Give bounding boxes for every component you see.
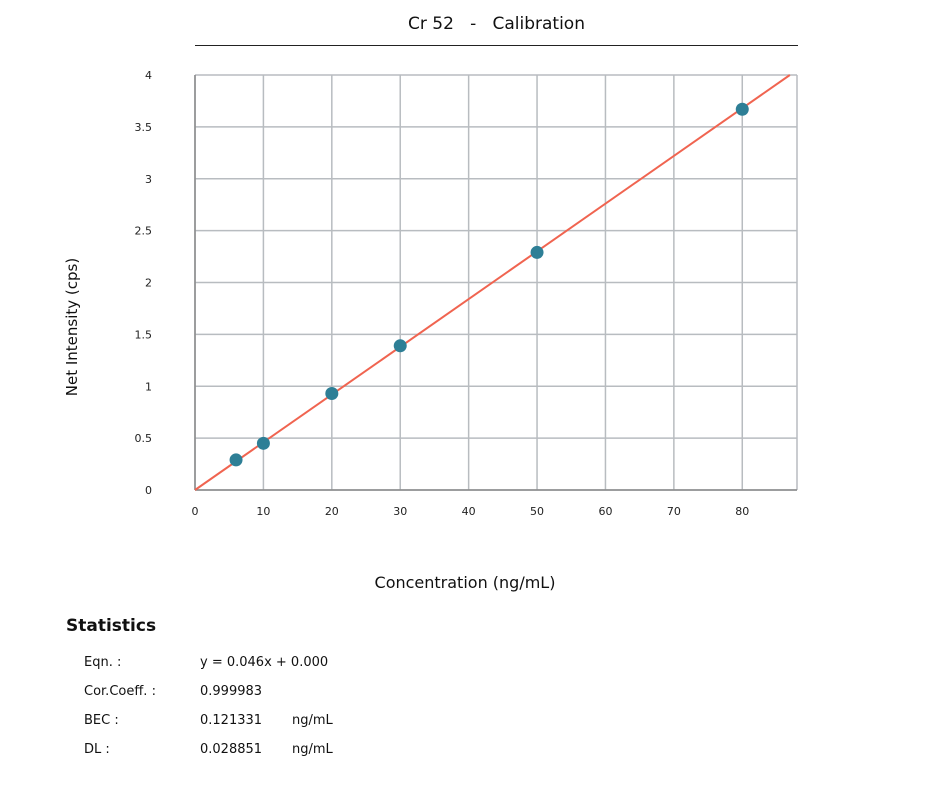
x-tick-label: 60 bbox=[598, 505, 612, 518]
x-tick-label: 10 bbox=[256, 505, 270, 518]
calibration-chart: 00.511.522.533.540 10 20 30 40 50 60 70 80 bbox=[135, 69, 798, 518]
y-tick-label: 2 bbox=[145, 277, 152, 290]
chart-title: Cr 52 - Calibration bbox=[408, 14, 585, 34]
y-tick-label: 1.5 bbox=[135, 328, 153, 341]
stat-value: 0.121331 bbox=[200, 713, 263, 728]
y-tick-label: 3.5 bbox=[135, 121, 153, 134]
stat-label: DL : bbox=[84, 742, 110, 757]
stat-unit: ng/mL bbox=[292, 713, 333, 728]
stat-unit: ng/mL bbox=[292, 742, 333, 757]
stat-value: y = 0.046x + 0.000 bbox=[200, 655, 329, 670]
stat-value: 0.028851 bbox=[200, 742, 263, 757]
y-tick-label: 1 bbox=[145, 380, 152, 393]
x-tick-label: 20 bbox=[325, 505, 339, 518]
data-point bbox=[229, 453, 243, 467]
x-tick-label: 50 bbox=[530, 505, 544, 518]
stat-value: 0.999983 bbox=[200, 684, 263, 699]
x-tick-label: 80 bbox=[735, 505, 749, 518]
y-tick-label: 2.5 bbox=[135, 225, 153, 238]
stat-label: Eqn. : bbox=[84, 655, 122, 670]
title-divider bbox=[195, 45, 798, 46]
y-tick-label: 4 bbox=[145, 69, 152, 82]
stat-label: Cor.Coeff. : bbox=[84, 684, 156, 699]
data-point bbox=[530, 245, 544, 259]
x-tick-label: 40 bbox=[462, 505, 476, 518]
x-tick-label: 0 bbox=[192, 505, 199, 518]
x-axis-label: Concentration (ng/mL) bbox=[374, 573, 556, 592]
stat-label: BEC : bbox=[84, 713, 119, 728]
y-axis-label: Net Intensity (cps) bbox=[63, 257, 81, 397]
y-tick-label: 3 bbox=[145, 173, 152, 186]
data-point bbox=[393, 339, 407, 353]
data-point bbox=[325, 387, 339, 401]
x-tick-label: 70 bbox=[667, 505, 681, 518]
regression-line bbox=[194, 74, 791, 491]
data-point bbox=[256, 436, 270, 450]
statistics-heading: Statistics bbox=[66, 616, 157, 636]
y-tick-label: 0.5 bbox=[135, 432, 153, 445]
data-point bbox=[735, 102, 749, 116]
y-tick-label: 0 bbox=[145, 484, 152, 497]
x-tick-label: 30 bbox=[393, 505, 407, 518]
